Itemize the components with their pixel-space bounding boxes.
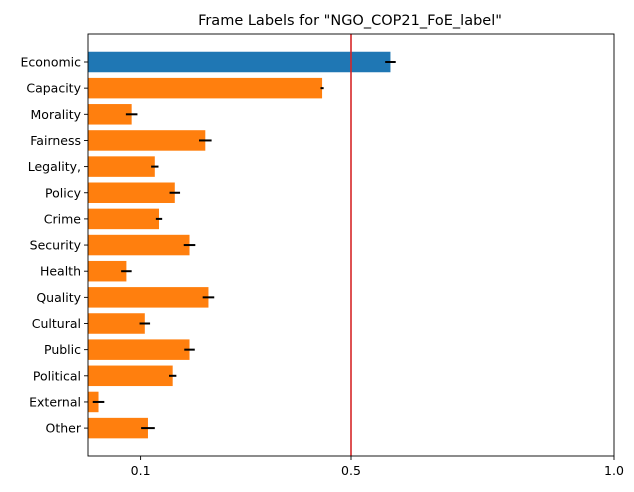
bar-policy [88,182,175,203]
bar-other [88,417,148,439]
y-tick-label-legality: Legality, [28,159,81,174]
bar-health [88,260,127,282]
chart-title: Frame Labels for "NGO_COP21_FoE_label" [198,13,502,29]
error-bars-group [92,61,396,430]
y-tick-label-quality: Quality [36,290,81,305]
bar-legality [88,156,155,177]
y-tick-label-political: Political [33,368,81,383]
y-tick-label-external: External [29,394,81,409]
plot-frame [87,33,615,457]
bar-public [88,339,190,360]
y-tick-label-health: Health [40,264,81,279]
bar-quality [88,287,209,308]
y-tick-label-morality: Morality [31,107,82,122]
x-axis-ticks: 0.1 0.5 1.0 [131,456,624,478]
y-tick-label-public: Public [44,342,81,357]
y-tick-label-economic: Economic [20,55,81,70]
y-axis-ticks: Economic Capacity Morality Fairness Legality… [20,55,88,436]
bar-fairness [88,130,206,151]
bar-morality [88,104,132,125]
x-tick-label: 0.5 [341,463,361,478]
x-tick-label: 0.1 [131,463,151,478]
bar-political [88,365,173,387]
y-tick-label-capacity: Capacity [26,81,81,96]
bar-security [88,234,190,256]
y-tick-label-crime: Crime [44,211,82,226]
y-tick-label-cultural: Cultural [32,316,81,331]
bar-cultural [88,313,145,334]
y-tick-label-fairness: Fairness [30,133,81,148]
x-tick-label: 1.0 [604,463,624,478]
y-tick-label-policy: Policy [45,185,82,200]
y-tick-label-security: Security [30,238,82,253]
bar-capacity [88,77,323,99]
y-tick-label-other: Other [46,421,82,436]
bars-group [88,51,391,439]
bar-crime [88,208,160,230]
bar-economic [88,51,391,73]
